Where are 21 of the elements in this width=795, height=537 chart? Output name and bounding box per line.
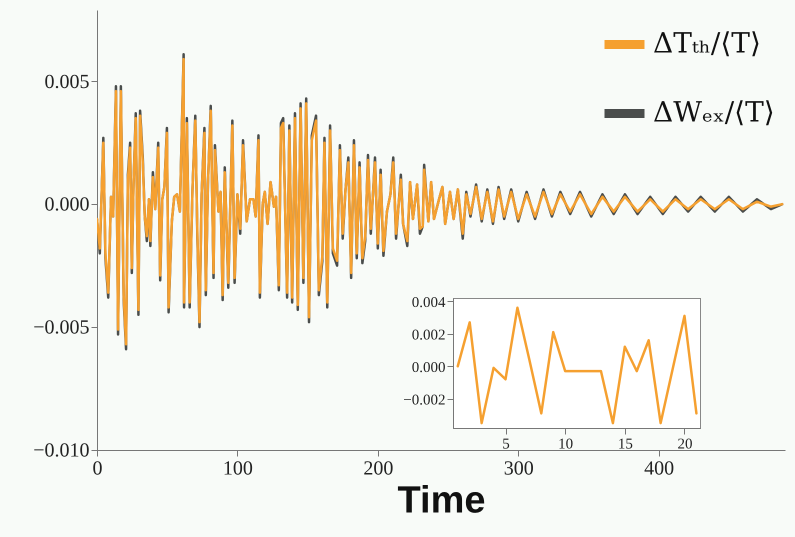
- x-tick-label: 10: [558, 436, 574, 452]
- y-tick-label: −0.002: [403, 392, 446, 408]
- y-tick-label: −0.005: [33, 316, 90, 339]
- x-tick-label: 300: [504, 458, 534, 480]
- y-tick-label: 0.000: [44, 194, 90, 216]
- x-tick-label: 5: [502, 436, 510, 452]
- y-tick-label: 0.005: [44, 70, 90, 93]
- legend-label: ΔWₑₓ/⟨T⟩: [653, 96, 775, 128]
- x-tick-label: 200: [363, 458, 394, 480]
- y-tick-label: 0.002: [412, 327, 446, 344]
- y-tick-label: −0.010: [33, 440, 90, 462]
- legend-label: ΔTₜₕ/⟨T⟩: [653, 26, 761, 60]
- x-axis-title: Time: [397, 480, 486, 522]
- x-tick-label: 20: [677, 436, 692, 452]
- y-tick-label: 0.000: [412, 360, 446, 376]
- y-tick-label: 0.004: [412, 294, 446, 311]
- x-tick-label: 400: [644, 458, 674, 480]
- x-tick-label: 15: [618, 436, 633, 452]
- x-tick-label: 100: [222, 458, 253, 480]
- x-tick-label: 0: [92, 458, 102, 480]
- line-series: [456, 306, 698, 424]
